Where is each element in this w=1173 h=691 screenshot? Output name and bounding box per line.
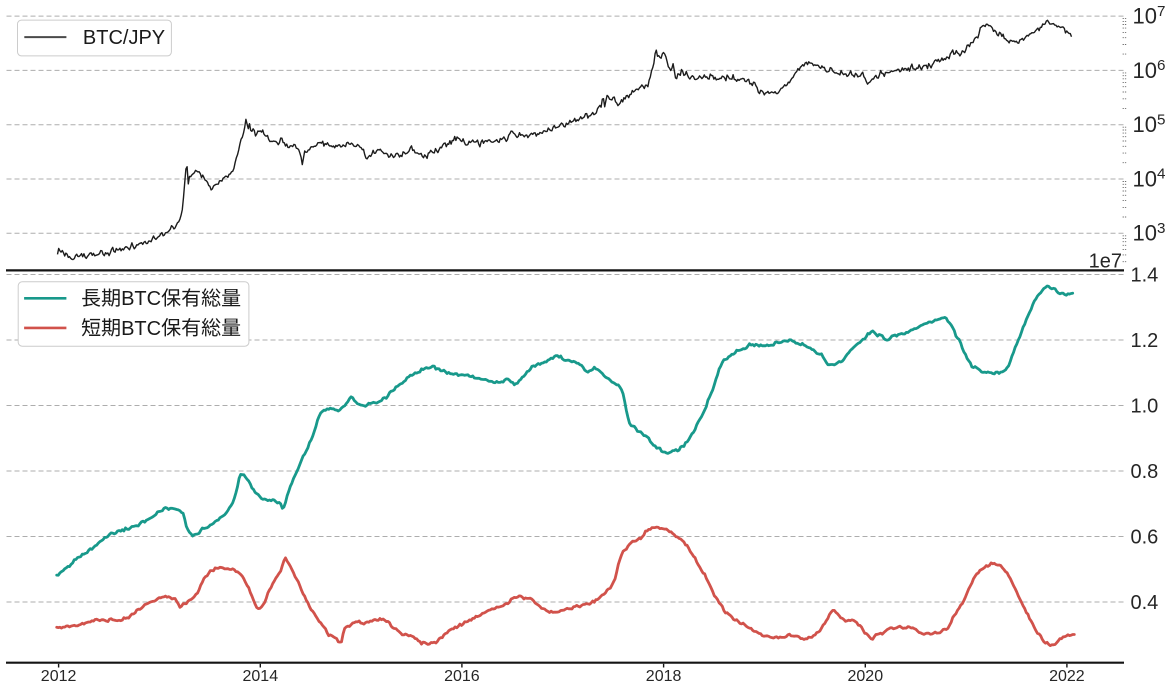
- svg-text:0.4: 0.4: [1131, 592, 1159, 614]
- svg-text:BTC: BTC: [121, 318, 161, 340]
- svg-text:BTC: BTC: [121, 288, 161, 310]
- svg-text:1.4: 1.4: [1131, 265, 1159, 287]
- svg-text:0.6: 0.6: [1131, 527, 1159, 549]
- svg-text:1.2: 1.2: [1131, 330, 1159, 352]
- svg-text:2012: 2012: [41, 668, 77, 685]
- svg-text:107: 107: [1133, 3, 1166, 29]
- svg-text:1e7: 1e7: [1089, 250, 1122, 272]
- svg-text:1.0: 1.0: [1131, 396, 1159, 418]
- svg-text:2020: 2020: [848, 668, 884, 685]
- svg-text:2014: 2014: [243, 668, 279, 685]
- svg-text:2018: 2018: [646, 668, 682, 685]
- svg-text:0.8: 0.8: [1131, 461, 1159, 483]
- svg-text:2016: 2016: [444, 668, 480, 685]
- svg-text:2022: 2022: [1049, 668, 1085, 685]
- svg-text:BTC/JPY: BTC/JPY: [83, 27, 165, 49]
